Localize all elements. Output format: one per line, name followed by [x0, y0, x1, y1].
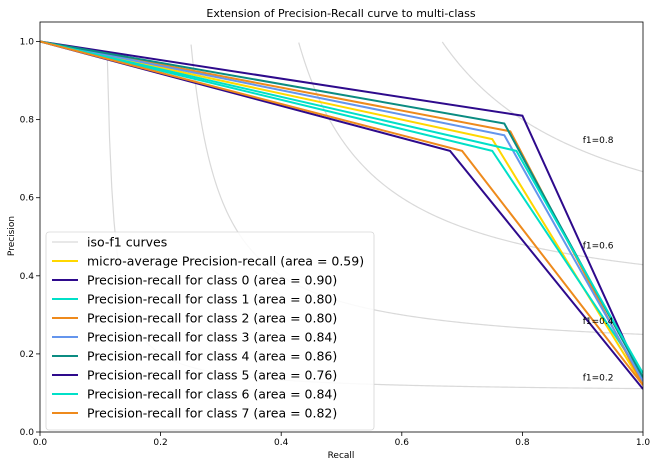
iso-f1-label: f1=0.6	[583, 241, 614, 251]
legend-label: Precision-recall for class 2 (area = 0.8…	[87, 311, 337, 326]
y-tick-label: 0.2	[20, 350, 34, 360]
y-tick-label: 0.0	[20, 428, 35, 438]
series-line	[40, 40, 643, 382]
legend-label: Precision-recall for class 7 (area = 0.8…	[87, 406, 337, 421]
series-line	[40, 40, 643, 386]
x-tick-label: 0.8	[515, 438, 530, 448]
legend-label: Precision-recall for class 6 (area = 0.8…	[87, 387, 337, 402]
x-tick-label: 0.0	[33, 438, 48, 448]
legend: iso-f1 curves micro-average Precision-rec…	[45, 231, 375, 431]
x-tick-label: 0.4	[274, 438, 289, 448]
iso-f1-label: f1=0.8	[583, 136, 614, 146]
series-layer	[40, 40, 643, 390]
chart-title: Extension of Precision-Recall curve to m…	[206, 7, 475, 20]
legend-label: iso-f1 curves	[87, 235, 167, 250]
series-line	[40, 40, 643, 386]
y-tick-label: 1.0	[20, 38, 35, 48]
x-axis-label: Recall	[328, 451, 355, 461]
series-line	[40, 40, 643, 374]
x-tick-label: 0.6	[395, 438, 410, 448]
iso-f1-label: f1=0.2	[583, 373, 614, 383]
series-line	[40, 40, 643, 390]
series-line	[40, 40, 643, 378]
x-axis: 0.0 0.2 0.4 0.6 0.8 1.0	[33, 432, 651, 448]
y-tick-label: 0.6	[20, 194, 35, 204]
legend-label: Precision-recall for class 5 (area = 0.7…	[87, 368, 337, 383]
legend-label: Precision-recall for class 0 (area = 0.9…	[87, 273, 337, 288]
y-axis: 0.0 0.2 0.4 0.6 0.8 1.0	[20, 38, 40, 438]
legend-label: micro-average Precision-recall (area = 0…	[87, 254, 364, 269]
legend-box	[45, 231, 375, 431]
y-tick-label: 0.4	[20, 272, 35, 282]
iso-f1-label: f1=0.4	[583, 317, 614, 327]
iso-f1-curve	[441, 41, 643, 173]
legend-label: Precision-recall for class 4 (area = 0.8…	[87, 349, 337, 364]
y-axis-label: Precision	[7, 216, 17, 256]
series-line	[40, 40, 643, 382]
y-tick-label: 0.8	[20, 116, 35, 126]
legend-label: Precision-recall for class 3 (area = 0.8…	[87, 330, 337, 345]
x-tick-label: 1.0	[636, 438, 651, 448]
plot-frame	[39, 21, 644, 433]
x-tick-label: 0.2	[153, 438, 167, 448]
legend-label: Precision-recall for class 1 (area = 0.8…	[87, 292, 337, 307]
